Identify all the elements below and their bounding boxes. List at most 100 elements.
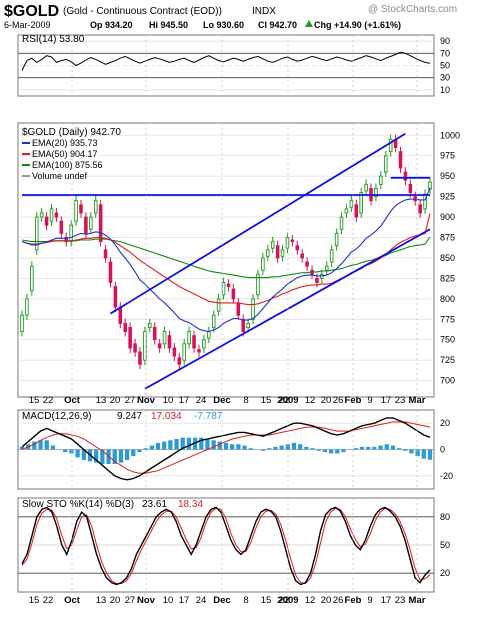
candle-body — [334, 232, 339, 247]
x-tick-label: Mar — [409, 395, 426, 406]
candle-body — [374, 187, 378, 198]
macd-hist-bar — [174, 438, 179, 450]
x-tick-label: 13 — [96, 595, 107, 606]
macd-hist-bar — [69, 449, 74, 454]
macd-hist-bar — [94, 449, 99, 463]
macd-line — [21, 417, 431, 481]
candle-body — [256, 273, 260, 296]
macd-hist-bar — [260, 449, 266, 451]
candle-body — [221, 282, 226, 296]
macd-hist-bar — [230, 444, 235, 450]
macd-hist-bar — [415, 449, 420, 457]
macd-hist-bar — [372, 446, 377, 450]
macd-hist-bar — [341, 449, 346, 453]
candle-body — [182, 343, 187, 361]
candle-body — [84, 216, 88, 234]
macd-hist-bar — [359, 446, 365, 450]
macd-hist-bar — [421, 449, 426, 459]
x-tick-label: Nov — [137, 395, 156, 406]
price-tick-label: 975 — [440, 151, 455, 161]
x-tick-label: 17 — [179, 395, 190, 406]
price-tick-label: 700 — [440, 376, 455, 386]
candle-body — [226, 283, 231, 288]
x-tick-label: 23 — [395, 395, 406, 406]
macd-hist-bar — [118, 449, 124, 463]
close-value: Cl 942.70 — [258, 20, 297, 30]
x-tick-label: Oct — [64, 395, 81, 406]
macd-hist-bar — [390, 445, 396, 450]
x-tick-label: Oct — [64, 595, 81, 606]
symbol-name: (Gold - Continuous Contract (EOD)) — [63, 6, 222, 17]
candle-body — [25, 298, 29, 316]
candle-body — [30, 265, 34, 292]
macd-hist-bar — [162, 441, 167, 450]
candle-body — [157, 343, 162, 349]
macd-hist-bar — [223, 442, 229, 450]
macd-hist-bar — [205, 438, 210, 450]
x-tick-label: 23 — [395, 595, 406, 606]
x-tick-label: 10 — [163, 595, 174, 606]
candle-body — [192, 335, 196, 349]
candle-body — [64, 237, 69, 243]
x-tick-label: 22 — [43, 595, 54, 606]
x-tick-label: 17 — [381, 595, 392, 606]
x-tick-label: 12 — [305, 595, 316, 606]
candle-body — [265, 249, 270, 257]
candle-body — [39, 212, 44, 218]
candle-body — [315, 277, 319, 283]
x-tick-label: 2009 — [277, 595, 298, 606]
low-value: Lo 930.60 — [203, 20, 244, 30]
candle-body — [74, 200, 78, 222]
macd-hist-bar — [316, 449, 321, 451]
candle-body — [246, 322, 250, 328]
x-tick-label: 2009 — [277, 395, 298, 406]
macd-hist-bar — [403, 449, 408, 451]
candle-body — [113, 286, 118, 308]
candle-body — [261, 257, 265, 271]
macd-hist-bar — [50, 445, 56, 450]
candle-body — [295, 245, 300, 251]
candle-body — [20, 314, 24, 333]
x-tick-label: 17 — [179, 595, 190, 606]
x-tick-label: 10 — [163, 395, 174, 406]
legend-entry: Volume undef — [32, 171, 88, 181]
candle-body — [305, 261, 309, 267]
price-tick-label: 1000 — [440, 130, 460, 140]
candle-body — [49, 208, 54, 222]
macd-hist-bar — [304, 446, 309, 450]
price-tick-label: 850 — [440, 253, 455, 263]
macd-hist-bar — [186, 437, 192, 450]
candle-body — [177, 357, 182, 365]
x-tick-label: 20 — [321, 595, 332, 606]
candle-body — [379, 175, 383, 185]
x-tick-label: 20 — [110, 395, 121, 406]
sto-tick-label: 50 — [440, 540, 450, 550]
candle-body — [300, 253, 304, 259]
x-tick-label: 26 — [333, 395, 344, 406]
candle-body — [172, 347, 177, 357]
price-tick-label: 825 — [440, 273, 455, 283]
macd-label: MACD(12,26,9) — [22, 411, 91, 422]
ema100-line — [21, 236, 431, 279]
candle-body — [344, 208, 349, 214]
x-tick-label: 26 — [333, 595, 344, 606]
x-tick-label: 27 — [125, 395, 136, 406]
candle-body — [207, 331, 211, 339]
candle-body — [359, 192, 363, 214]
triangle-up-icon — [305, 20, 313, 27]
candle-body — [388, 138, 393, 153]
x-tick-label: Mar — [409, 595, 426, 606]
candle-body — [162, 331, 167, 345]
macd-hist-bar — [396, 448, 402, 450]
x-tick-label: 17 — [381, 395, 392, 406]
sto-tick-label: 80 — [440, 512, 450, 522]
symbol-title: $GOLD — [4, 3, 59, 20]
rsi-tick-label: 50 — [440, 61, 450, 71]
candle-body — [54, 212, 59, 218]
price-panel-frame — [17, 122, 435, 398]
candle-body — [128, 327, 132, 349]
candle-body — [79, 204, 83, 214]
price-tick-label: 775 — [440, 314, 455, 324]
macd-hist-bar — [267, 448, 272, 450]
